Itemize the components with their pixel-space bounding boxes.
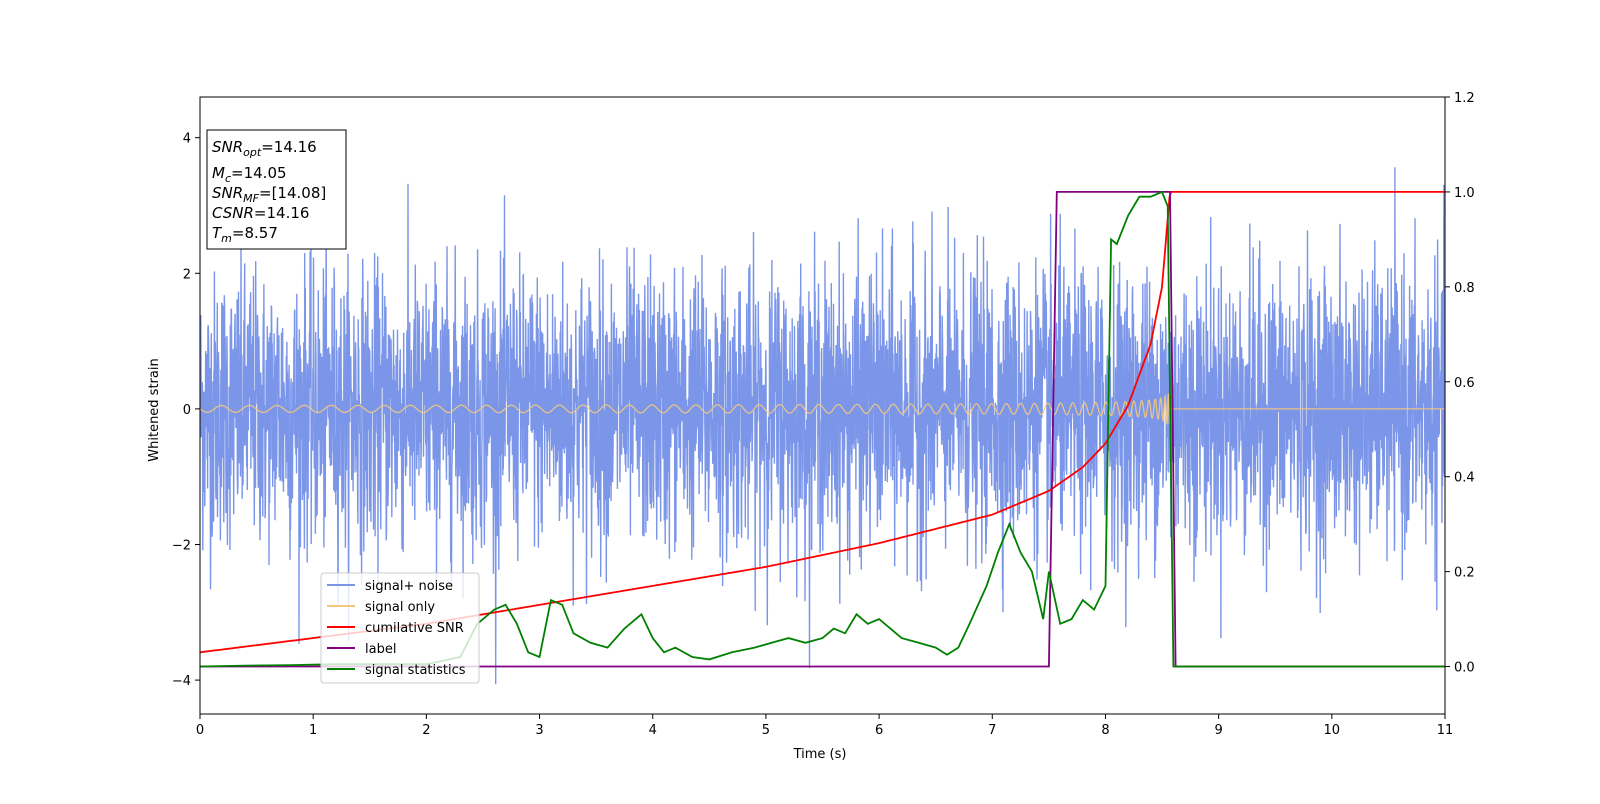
legend-entry: label [365,642,396,657]
y2-tick-label: 0.8 [1454,281,1475,296]
axes-layer: 0 1 2 3 4 5 6 7 8 9 10 11 −4 −2 0 2 4 0.0 0.2 0.4 0.6 0.8 1.0 1… [172,91,1475,738]
annotation-line: Tm=8.57 [212,224,278,245]
series-signal-only [200,393,1445,426]
y-tick-label: 0 [183,403,191,418]
y-tick-label: 2 [183,267,191,282]
x-tick-label: 7 [988,723,996,738]
y-tick-label: −4 [172,674,191,689]
series-signal-statistics [200,190,1445,668]
series-signal-noise [200,167,1445,685]
y2-tick-label: 1.2 [1454,91,1475,106]
x-tick-label: 4 [649,723,657,738]
x-tick-label: 1 [309,723,317,738]
legend-entry: signal+ noise [365,579,453,594]
annotation-box: SNRopt=14.16 Mc=14.05SNRMF=[14.08]CSNR=14… [206,129,347,250]
y-tick-label: 4 [183,132,191,147]
legend-entry: cumilative SNR [365,621,464,636]
legend: signal+ noise signal only cumilative SNR la… [320,572,480,684]
y2-tick-label: 0.2 [1454,566,1475,581]
y-tick-label: −2 [172,538,191,553]
y2-tick-label: 0.4 [1454,471,1475,486]
x-axis-label: Time (s) [793,747,847,762]
plot-frame [199,96,1446,715]
annotation-line: SNRMF=[14.08] [212,184,326,205]
annotation-frame [206,129,347,250]
x-tick-label: 2 [422,723,430,738]
x-tick-label: 5 [762,723,770,738]
legend-frame [320,572,480,684]
y2-tick-label: 1.0 [1454,186,1475,201]
x-tick-label: 11 [1437,723,1454,738]
y-axis-label: Whitened strain [147,358,162,461]
x-tick-label: 6 [875,723,883,738]
legend-entry: signal only [365,600,435,615]
annotation-line: Mc=14.05 [212,164,287,185]
legend-entry: signal statistics [365,663,466,678]
y2-tick-label: 0.6 [1454,376,1475,391]
x-tick-label: 0 [196,723,204,738]
x-tick-label: 9 [1214,723,1222,738]
x-tick-label: 10 [1324,723,1341,738]
annotation-line: SNRopt=14.16 [212,138,317,159]
x-tick-label: 3 [535,723,543,738]
annotation-line: CSNR=14.16 [212,204,309,222]
x-tick-label: 8 [1101,723,1109,738]
y2-tick-label: 0.0 [1454,661,1475,676]
